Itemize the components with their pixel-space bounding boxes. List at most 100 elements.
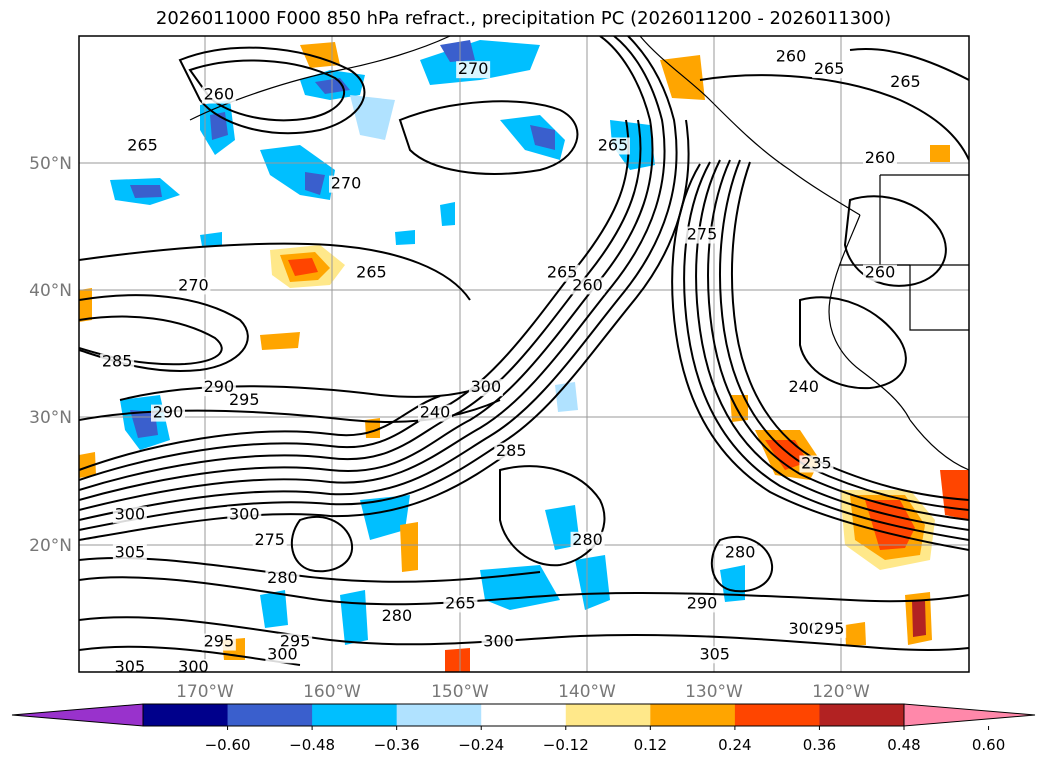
contour-label: 295 <box>204 632 235 651</box>
contour-label-bg <box>596 137 630 155</box>
contour-label-bg <box>812 61 847 79</box>
colorbar-tick-label: 0.36 <box>803 736 836 754</box>
map-frame <box>78 35 970 673</box>
precip-patch <box>575 555 610 610</box>
contour-label: 265 <box>890 72 921 91</box>
precip-patch <box>360 495 410 540</box>
contour-label: 265 <box>814 59 845 78</box>
contour-label-bg <box>443 595 478 613</box>
contour-label: 270 <box>178 275 209 294</box>
contour-label: 260 <box>865 263 896 282</box>
contour-lines <box>79 36 969 666</box>
contour-label: 300 <box>267 644 298 663</box>
contour-label-bg <box>151 404 185 422</box>
coastline <box>828 214 911 421</box>
lon-label-120w: 120°W <box>812 682 870 702</box>
contour-label: 275 <box>254 530 285 549</box>
contour-label: 260 <box>572 275 603 294</box>
contour-label: 300 <box>229 504 260 523</box>
contour-line <box>79 36 654 501</box>
precip-fill-layer <box>79 40 969 672</box>
colorbar-tick-label: −0.36 <box>374 736 420 754</box>
contour-line <box>671 163 969 551</box>
coastline <box>909 419 969 471</box>
contour-line <box>290 515 354 573</box>
contour-label-bg <box>112 544 147 562</box>
contour-label-bg <box>494 442 529 460</box>
contour-label: 300 <box>178 657 209 676</box>
contour-label-bg <box>481 633 516 651</box>
precip-patch <box>720 565 745 602</box>
contour-line <box>79 119 630 481</box>
contour-line <box>178 46 366 135</box>
lat-label-40: 40°N <box>29 281 72 301</box>
contour-label-bg <box>774 48 808 66</box>
contour-label: 260 <box>204 85 235 104</box>
contour-label: 280 <box>725 543 756 562</box>
colorbar-tick-label: 0.48 <box>887 736 920 754</box>
contour-label: 275 <box>687 225 718 244</box>
contour-label-bg <box>265 569 300 587</box>
colorbar-tick-label: 0.24 <box>718 736 751 754</box>
lat-label-50: 50°N <box>29 154 72 174</box>
precip-patch <box>305 172 325 195</box>
contour-label: 305 <box>115 543 146 562</box>
colorbar-tick-label: −0.60 <box>205 736 251 754</box>
precip-patch <box>912 600 926 637</box>
precip-patch <box>288 258 318 276</box>
contour-label-bg <box>379 608 414 626</box>
map-title: 2026011000 F000 850 hPa refract., precip… <box>155 8 892 29</box>
precip-patch <box>610 120 655 170</box>
contour-label-bg <box>799 455 834 473</box>
precip-patch <box>730 395 748 422</box>
contour-label-bg <box>227 506 262 524</box>
contour-label: 240 <box>788 377 819 396</box>
contour-label: 280 <box>572 530 603 549</box>
precip-patch <box>79 452 96 478</box>
colorbar-segment <box>312 704 398 726</box>
contour-line <box>79 395 441 471</box>
precip-patch <box>440 40 475 62</box>
contour-label: 305 <box>699 644 730 663</box>
contour-line <box>79 557 541 583</box>
lat-label-30: 30°N <box>29 408 72 428</box>
colorbar-tick-label: −0.48 <box>289 736 335 754</box>
contour-line <box>119 379 501 401</box>
contour-line <box>710 535 774 593</box>
lon-label-170w: 170°W <box>176 682 234 702</box>
coastline <box>909 265 969 331</box>
contour-line <box>79 36 666 511</box>
contour-label: 290 <box>204 377 235 396</box>
contour-label-bg <box>697 646 732 664</box>
lon-label-130w: 130°W <box>685 682 743 702</box>
contour-label: 265 <box>445 593 476 612</box>
contour-label-bg <box>812 620 847 638</box>
contour-label: 300 <box>471 377 502 396</box>
precip-patch <box>130 185 162 198</box>
precip-patch <box>930 145 950 162</box>
contour-label-bg <box>786 379 821 397</box>
contour-line <box>79 399 501 423</box>
precip-patch <box>260 332 300 350</box>
contour-line <box>730 161 969 501</box>
contour-label-bg <box>201 86 236 104</box>
contour-label: 265 <box>127 135 158 154</box>
colorbar-tick-label: 0.60 <box>972 736 1005 754</box>
precip-patch <box>555 382 578 412</box>
contour-label-bg <box>888 73 923 91</box>
graticule <box>79 36 969 672</box>
contour-label: 295 <box>814 619 845 638</box>
contour-label: 300 <box>788 619 819 638</box>
colorbar-extend-min <box>11 703 144 727</box>
precip-patch <box>500 115 565 160</box>
contour-line <box>79 36 678 521</box>
contour-line <box>188 59 346 122</box>
precip-patch <box>395 230 415 245</box>
contour-label-bg <box>176 277 211 295</box>
contour-label-bg <box>354 264 389 282</box>
colorbar-segment <box>819 704 905 726</box>
precip-patch <box>79 288 92 322</box>
coastline <box>639 36 861 216</box>
precip-patch <box>350 95 395 140</box>
